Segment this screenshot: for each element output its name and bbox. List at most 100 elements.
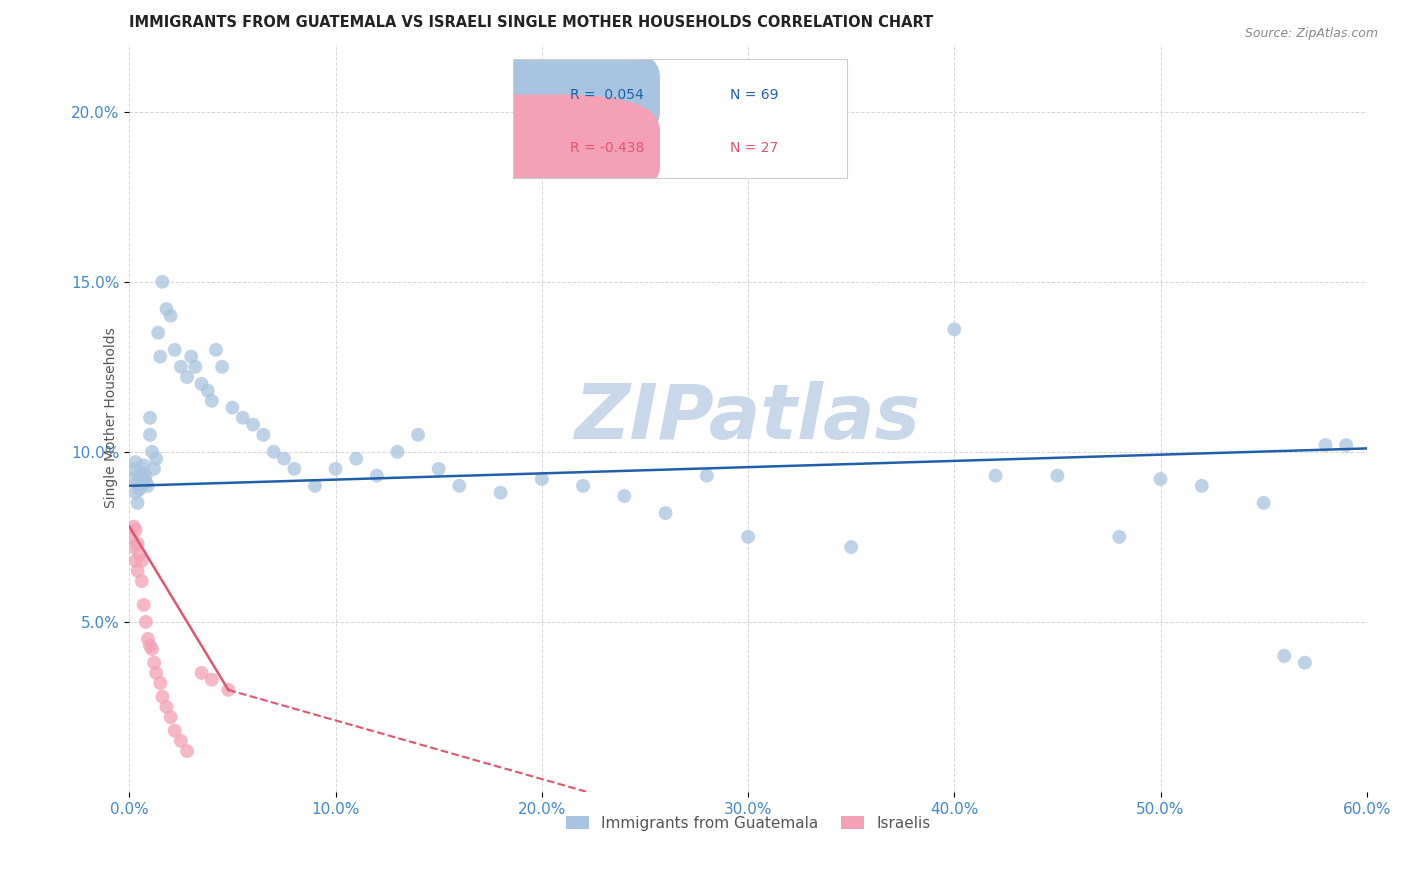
- Point: [159, 309, 181, 323]
- Point: [1334, 438, 1357, 452]
- Point: [163, 723, 186, 738]
- Point: [387, 445, 409, 459]
- Point: [943, 322, 966, 336]
- Point: [304, 479, 326, 493]
- Point: [127, 564, 149, 578]
- Point: [139, 410, 162, 425]
- Point: [155, 700, 177, 714]
- Point: [127, 475, 149, 490]
- Point: [124, 554, 146, 568]
- Point: [122, 462, 145, 476]
- Point: [150, 275, 173, 289]
- Point: [124, 455, 146, 469]
- Point: [252, 427, 274, 442]
- Point: [273, 451, 295, 466]
- Text: ZIPatlas: ZIPatlas: [575, 381, 921, 455]
- Point: [489, 485, 512, 500]
- Point: [984, 468, 1007, 483]
- Point: [366, 468, 388, 483]
- Point: [201, 393, 224, 408]
- Point: [197, 384, 219, 398]
- Point: [344, 451, 367, 466]
- Point: [155, 301, 177, 316]
- Point: [170, 359, 193, 374]
- Point: [128, 482, 150, 496]
- Point: [1149, 472, 1171, 486]
- Point: [427, 462, 450, 476]
- Point: [211, 359, 233, 374]
- Point: [201, 673, 224, 687]
- Point: [149, 676, 172, 690]
- Point: [530, 472, 553, 486]
- Point: [406, 427, 429, 442]
- Point: [136, 632, 159, 646]
- Point: [242, 417, 264, 432]
- Point: [127, 536, 149, 550]
- Point: [148, 326, 170, 340]
- Point: [221, 401, 243, 415]
- Point: [139, 639, 162, 653]
- Point: [135, 475, 157, 490]
- Point: [654, 506, 676, 520]
- Point: [449, 479, 471, 493]
- Point: [170, 734, 193, 748]
- Point: [232, 410, 254, 425]
- Point: [613, 489, 636, 503]
- Point: [122, 519, 145, 533]
- Point: [184, 359, 207, 374]
- Point: [124, 523, 146, 537]
- Point: [283, 462, 305, 476]
- Point: [132, 472, 155, 486]
- Point: [141, 445, 163, 459]
- Point: [127, 496, 149, 510]
- Point: [176, 744, 198, 758]
- Point: [135, 468, 157, 483]
- Point: [325, 462, 347, 476]
- Point: [205, 343, 228, 357]
- Point: [143, 656, 166, 670]
- Point: [120, 472, 142, 486]
- Point: [124, 485, 146, 500]
- Point: [131, 479, 153, 493]
- Point: [136, 479, 159, 493]
- Point: [696, 468, 718, 483]
- Point: [1108, 530, 1130, 544]
- Point: [737, 530, 759, 544]
- Point: [190, 376, 212, 391]
- Point: [145, 665, 167, 680]
- Point: [132, 598, 155, 612]
- Point: [128, 547, 150, 561]
- Text: Source: ZipAtlas.com: Source: ZipAtlas.com: [1244, 27, 1378, 40]
- Point: [1272, 648, 1295, 663]
- Point: [149, 350, 172, 364]
- Point: [176, 370, 198, 384]
- Point: [1046, 468, 1069, 483]
- Point: [128, 468, 150, 483]
- Point: [839, 540, 862, 554]
- Point: [572, 479, 595, 493]
- Point: [1253, 496, 1275, 510]
- Legend: Immigrants from Guatemala, Israelis: Immigrants from Guatemala, Israelis: [560, 809, 936, 837]
- Point: [163, 343, 186, 357]
- Point: [1191, 479, 1213, 493]
- Y-axis label: Single Mother Households: Single Mother Households: [104, 327, 118, 508]
- Point: [159, 710, 181, 724]
- Point: [135, 615, 157, 629]
- Point: [131, 554, 153, 568]
- Point: [263, 445, 285, 459]
- Point: [122, 540, 145, 554]
- Point: [1294, 656, 1316, 670]
- Point: [190, 665, 212, 680]
- Point: [217, 682, 239, 697]
- Point: [1315, 438, 1337, 452]
- Point: [145, 451, 167, 466]
- Point: [120, 530, 142, 544]
- Point: [143, 462, 166, 476]
- Point: [132, 458, 155, 473]
- Point: [150, 690, 173, 704]
- Point: [139, 427, 162, 442]
- Point: [180, 350, 202, 364]
- Text: IMMIGRANTS FROM GUATEMALA VS ISRAELI SINGLE MOTHER HOUSEHOLDS CORRELATION CHART: IMMIGRANTS FROM GUATEMALA VS ISRAELI SIN…: [129, 15, 934, 30]
- Point: [141, 642, 163, 657]
- Point: [131, 465, 153, 479]
